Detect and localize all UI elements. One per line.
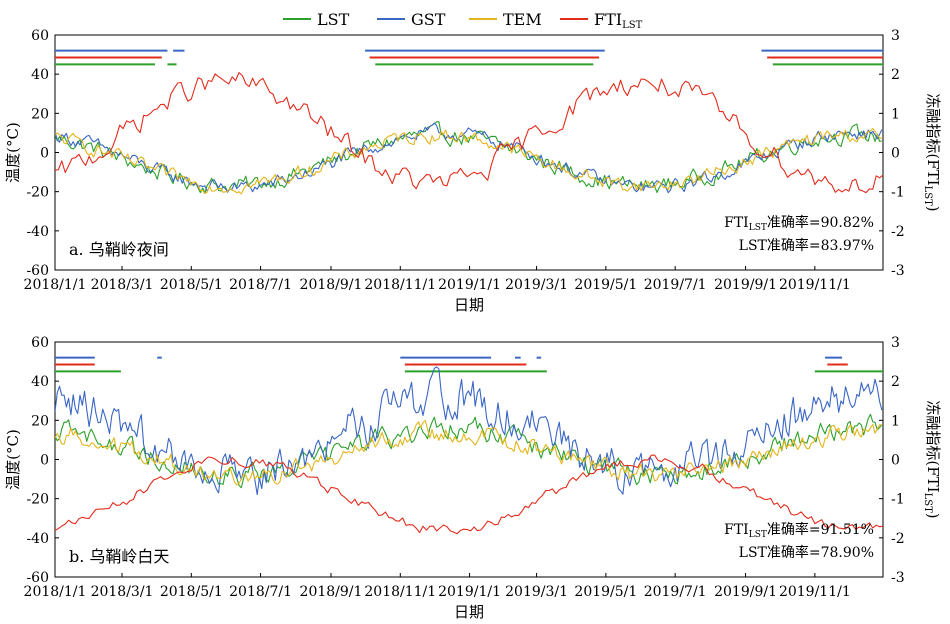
- x-tick-label: 2019/7/1: [644, 584, 707, 600]
- y-right-tick-label: 3: [891, 28, 900, 44]
- y-tick-label: -60: [26, 570, 49, 586]
- y-right-tick-label: 0: [891, 146, 900, 162]
- x-tick-label: 2019/1/1: [438, 277, 501, 293]
- x-tick-label: 2019/5/1: [574, 584, 637, 600]
- series-line-lst: [55, 413, 883, 489]
- y-tick-label: 60: [31, 28, 49, 44]
- y-right-tick-label: -2: [891, 531, 905, 547]
- x-tick-label: 2019/9/1: [714, 584, 777, 600]
- lst-accuracy: LST准确率=83.97%: [739, 237, 874, 254]
- x-tick-label: 2018/11/1: [364, 584, 436, 600]
- series-line-gst: [55, 122, 883, 194]
- x-axis-label: 日期: [454, 296, 484, 314]
- legend-label: TEM: [503, 10, 542, 29]
- y-right-tick-label: 1: [891, 413, 900, 429]
- legend-label: GST: [411, 10, 446, 29]
- y-right-tick-label: -2: [891, 224, 905, 240]
- y-right-tick-label: 2: [891, 374, 900, 390]
- y-tick-label: 0: [40, 453, 49, 469]
- legend-label: LST: [317, 10, 350, 29]
- x-tick-label: 2018/5/1: [160, 277, 223, 293]
- x-tick-label: 2019/3/1: [505, 277, 568, 293]
- lst-accuracy: LST准确率=78.90%: [739, 544, 874, 561]
- x-tick-label: 2018/7/1: [229, 277, 292, 293]
- x-tick-label: 2019/1/1: [438, 584, 501, 600]
- y-axis-label: 温度(°C): [4, 122, 22, 183]
- x-tick-label: 2018/3/1: [91, 277, 154, 293]
- legend-item-fti: FTILST: [560, 10, 643, 31]
- y-right-axis-label: 冻融指标(FTILST): [922, 93, 942, 211]
- x-tick-label: 2018/11/1: [364, 277, 436, 293]
- y-right-tick-label: -3: [891, 570, 905, 586]
- x-tick-label: 2019/3/1: [505, 584, 568, 600]
- y-tick-label: 40: [31, 67, 49, 83]
- series-group: [55, 356, 883, 535]
- x-axis-label: 日期: [454, 603, 484, 621]
- y-tick-label: 20: [31, 106, 49, 122]
- y-right-tick-label: 0: [891, 453, 900, 469]
- y-tick-label: 20: [31, 413, 49, 429]
- x-tick-label: 2018/9/1: [300, 277, 363, 293]
- y-right-tick-label: -1: [891, 492, 905, 508]
- x-tick-label: 2019/5/1: [574, 277, 637, 293]
- legend-item-tem: TEM: [469, 10, 542, 29]
- panel-label: b. 乌鞘岭白天: [69, 547, 169, 566]
- y-axis-label: 温度(°C): [4, 429, 22, 490]
- x-tick-label: 2018/9/1: [300, 584, 363, 600]
- y-tick-label: -60: [26, 263, 49, 279]
- y-right-tick-label: 2: [891, 67, 900, 83]
- series-group: [55, 49, 883, 195]
- y-tick-label: 60: [31, 335, 49, 351]
- legend: LST GST TEM FTILST: [283, 10, 643, 31]
- y-tick-label: -40: [26, 224, 49, 240]
- y-right-tick-label: -3: [891, 263, 905, 279]
- x-tick-label: 2019/7/1: [644, 277, 707, 293]
- x-tick-label: 2018/3/1: [91, 584, 154, 600]
- panel-a-night: 60 40 20 0 -20 -40 -60 3 2 1 0 -1 -2 -3 2018/1/1 2018/3…: [4, 28, 942, 314]
- legend-label: FTILST: [594, 10, 643, 31]
- plot-frame: [54, 341, 884, 578]
- x-tick-label: 2019/11/1: [779, 277, 851, 293]
- y-right-tick-label: 1: [891, 106, 900, 122]
- series-line-tem: [55, 127, 883, 195]
- y-right-tick-label: 3: [891, 335, 900, 351]
- fti-accuracy: FTILST准确率=91.51%: [724, 521, 874, 540]
- y-tick-label: -40: [26, 531, 49, 547]
- plot-frame: [54, 34, 884, 271]
- series-line-fti: [55, 72, 883, 194]
- y-tick-label: 0: [40, 146, 49, 162]
- legend-item-lst: LST: [283, 10, 350, 29]
- x-tick-label: 2019/9/1: [714, 277, 777, 293]
- panel-label: a. 乌鞘岭夜间: [69, 240, 169, 259]
- panel-b-day: 60 40 20 0 -20 -40 -60 3 2 1 0 -1 -2 -3 2018/1/1 2018/3…: [4, 335, 942, 621]
- legend-item-gst: GST: [377, 10, 446, 29]
- x-tick-label: 2019/11/1: [779, 584, 851, 600]
- x-tick-label: 2018/1/1: [24, 584, 87, 600]
- y-tick-label: -20: [26, 492, 49, 508]
- x-tick-label: 2018/7/1: [229, 584, 292, 600]
- y-right-tick-label: -1: [891, 185, 905, 201]
- series-line-fti: [55, 454, 883, 535]
- x-tick-label: 2018/5/1: [160, 584, 223, 600]
- x-tick-label: 2018/1/1: [24, 277, 87, 293]
- y-tick-label: -20: [26, 185, 49, 201]
- y-tick-label: 40: [31, 374, 49, 390]
- y-right-axis-label: 冻融指标(FTILST): [922, 400, 942, 518]
- fti-accuracy: FTILST准确率=90.82%: [724, 214, 874, 233]
- series-line-gst: [55, 366, 883, 496]
